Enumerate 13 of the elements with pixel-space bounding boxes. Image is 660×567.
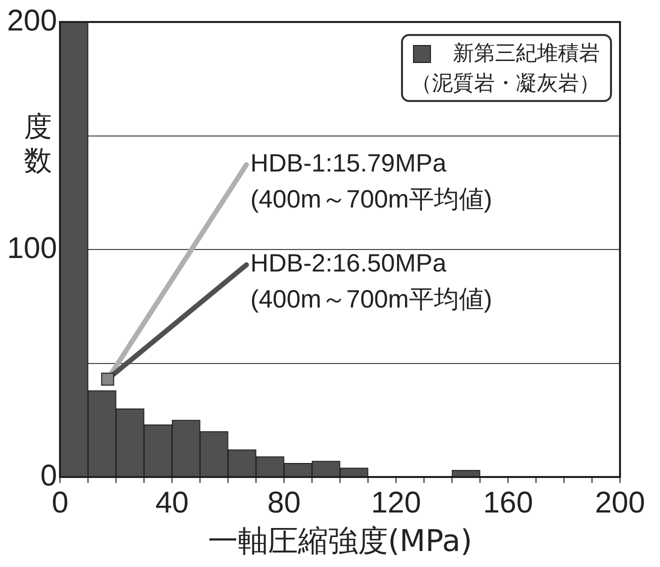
y-tick-label: 200: [6, 4, 58, 38]
y-axis-title: 度数: [24, 110, 53, 178]
legend-label: 新第三紀堆積岩（泥質岩・凝灰岩）: [411, 40, 601, 97]
x-tick-label: 120: [370, 486, 422, 520]
annotation: HDB-2:16.50MPa (400m～700m平均値): [250, 250, 492, 314]
x-tick-label: 40: [155, 486, 189, 520]
x-tick-label: 160: [482, 486, 534, 520]
y-tick-label: 100: [6, 232, 58, 265]
x-tick-label: 80: [267, 486, 301, 520]
annotation: HDB-1:15.79MPa (400m～700m平均値): [250, 150, 492, 214]
y-tick-label: 0: [40, 459, 58, 492]
x-tick-label: 200: [594, 486, 646, 520]
x-axis-title: 一軸圧縮強度(MPa): [208, 524, 472, 559]
